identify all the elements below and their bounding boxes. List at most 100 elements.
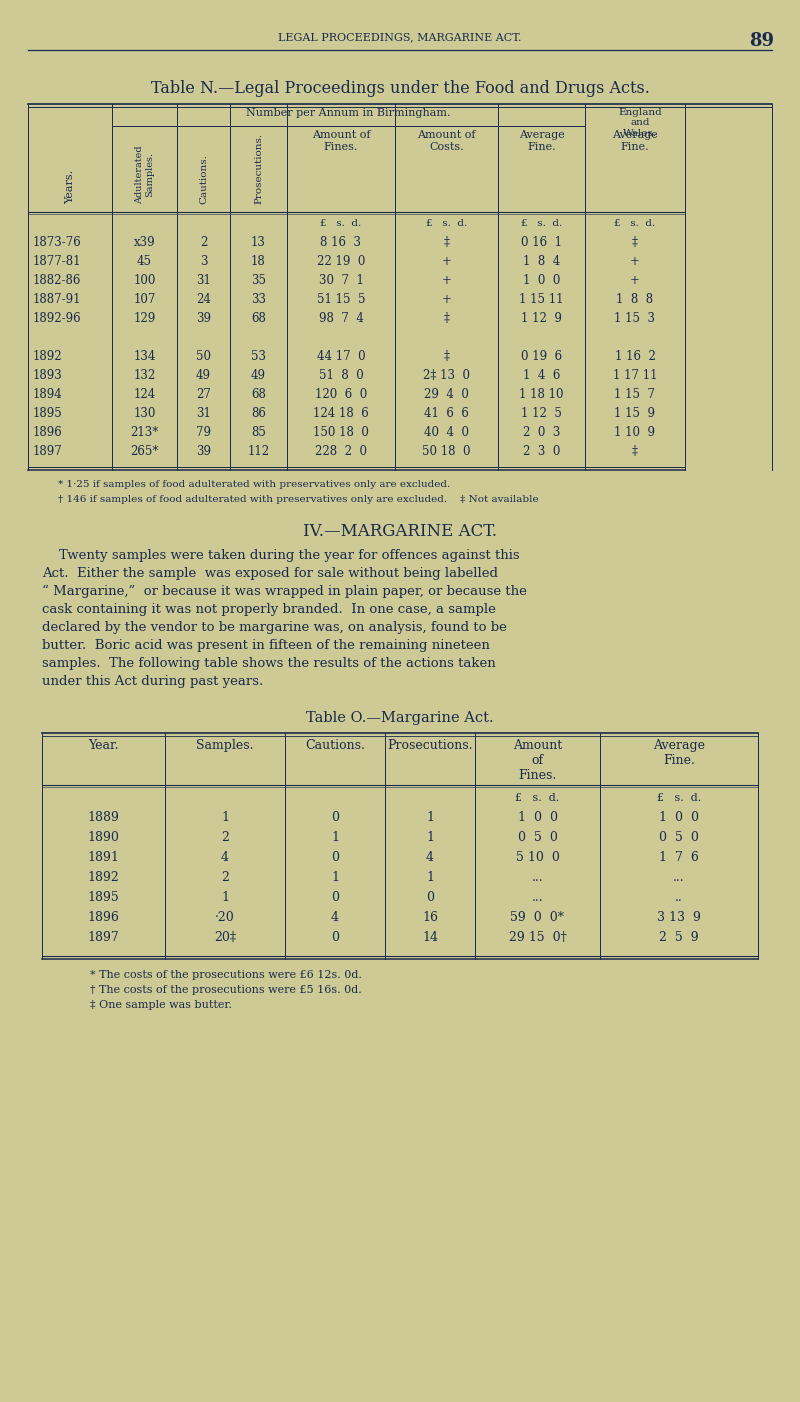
Text: 22 19  0: 22 19 0	[317, 255, 365, 268]
Text: 4: 4	[426, 851, 434, 864]
Text: 29  4  0: 29 4 0	[424, 388, 469, 401]
Text: 1  8  8: 1 8 8	[617, 293, 654, 306]
Text: 0  5  0: 0 5 0	[518, 831, 558, 844]
Text: 1  8  4: 1 8 4	[523, 255, 560, 268]
Text: 0: 0	[331, 810, 339, 824]
Text: 3 13  9: 3 13 9	[657, 911, 701, 924]
Text: 1: 1	[426, 810, 434, 824]
Text: 1 10  9: 1 10 9	[614, 426, 655, 439]
Text: ‡: ‡	[632, 236, 638, 250]
Text: ‡: ‡	[443, 350, 450, 363]
Text: x39: x39	[134, 236, 155, 250]
Text: 130: 130	[134, 407, 156, 421]
Text: 0 19  6: 0 19 6	[521, 350, 562, 363]
Text: 1 15 11: 1 15 11	[519, 293, 564, 306]
Text: 1 15  9: 1 15 9	[614, 407, 655, 421]
Text: 13: 13	[251, 236, 266, 250]
Text: 1 12  5: 1 12 5	[521, 407, 562, 421]
Text: £   s.  d.: £ s. d.	[521, 219, 562, 229]
Text: 45: 45	[137, 255, 152, 268]
Text: under this Act during past years.: under this Act during past years.	[42, 674, 263, 688]
Text: Samples.: Samples.	[196, 739, 254, 751]
Text: 89: 89	[750, 32, 774, 50]
Text: Prosecutions.: Prosecutions.	[254, 133, 263, 205]
Text: 1877-81: 1877-81	[33, 255, 82, 268]
Text: 44 17  0: 44 17 0	[317, 350, 366, 363]
Text: 1  0  0: 1 0 0	[518, 810, 558, 824]
Text: £   s.  d.: £ s. d.	[614, 219, 656, 229]
Text: 40  4  0: 40 4 0	[424, 426, 469, 439]
Text: ..: ..	[675, 892, 683, 904]
Text: 14: 14	[422, 931, 438, 944]
Text: 1873-76: 1873-76	[33, 236, 82, 250]
Text: 100: 100	[134, 273, 156, 287]
Text: 31: 31	[196, 407, 211, 421]
Text: Year.: Year.	[88, 739, 118, 751]
Text: 1895: 1895	[33, 407, 62, 421]
Text: Adulterated
Samples.: Adulterated Samples.	[134, 146, 154, 205]
Text: +: +	[630, 273, 640, 287]
Text: LEGAL PROCEEDINGS, MARGARINE ACT.: LEGAL PROCEEDINGS, MARGARINE ACT.	[278, 32, 522, 42]
Text: 0  5  0: 0 5 0	[659, 831, 699, 844]
Text: +: +	[630, 255, 640, 268]
Text: 107: 107	[134, 293, 156, 306]
Text: Average
Fine.: Average Fine.	[518, 130, 564, 151]
Text: 0 16  1: 0 16 1	[521, 236, 562, 250]
Text: * 1·25 if samples of food adulterated with preservatives only are excluded.: * 1·25 if samples of food adulterated wi…	[58, 479, 450, 489]
Text: 0: 0	[426, 892, 434, 904]
Text: 1: 1	[426, 871, 434, 885]
Text: † The costs of the prosecutions were £5 16s. 0d.: † The costs of the prosecutions were £5 …	[90, 986, 362, 995]
Text: Number per Annum in Birmingham.: Number per Annum in Birmingham.	[246, 108, 450, 118]
Text: 124: 124	[134, 388, 156, 401]
Text: 1 12  9: 1 12 9	[521, 313, 562, 325]
Text: Table N.—Legal Proceedings under the Food and Drugs Acts.: Table N.—Legal Proceedings under the Foo…	[150, 80, 650, 97]
Text: * The costs of the prosecutions were £6 12s. 0d.: * The costs of the prosecutions were £6 …	[90, 970, 362, 980]
Text: 1882-86: 1882-86	[33, 273, 82, 287]
Text: 2  5  9: 2 5 9	[659, 931, 699, 944]
Text: 4: 4	[331, 911, 339, 924]
Text: 1: 1	[221, 810, 229, 824]
Text: Prosecutions.: Prosecutions.	[387, 739, 473, 751]
Text: 49: 49	[251, 369, 266, 381]
Text: 53: 53	[251, 350, 266, 363]
Text: 1892: 1892	[33, 350, 62, 363]
Text: £   s.  d.: £ s. d.	[657, 794, 701, 803]
Text: Cautions.: Cautions.	[199, 154, 208, 205]
Text: ‡: ‡	[632, 444, 638, 458]
Text: 228  2  0: 228 2 0	[315, 444, 367, 458]
Text: 2‡ 13  0: 2‡ 13 0	[423, 369, 470, 381]
Text: ‡: ‡	[443, 236, 450, 250]
Text: 79: 79	[196, 426, 211, 439]
Text: 49: 49	[196, 369, 211, 381]
Text: 29 15  0†: 29 15 0†	[509, 931, 566, 944]
Text: £   s.  d.: £ s. d.	[515, 794, 560, 803]
Text: 2: 2	[221, 831, 229, 844]
Text: 0: 0	[331, 892, 339, 904]
Text: 1887-91: 1887-91	[33, 293, 82, 306]
Text: 8 16  3: 8 16 3	[321, 236, 362, 250]
Text: 20‡: 20‡	[214, 931, 236, 944]
Text: 1892: 1892	[88, 871, 119, 885]
Text: 0: 0	[331, 851, 339, 864]
Text: 33: 33	[251, 293, 266, 306]
Text: 1893: 1893	[33, 369, 62, 381]
Text: 35: 35	[251, 273, 266, 287]
Text: 86: 86	[251, 407, 266, 421]
Text: 1  0  0: 1 0 0	[659, 810, 699, 824]
Text: † 146 if samples of food adulterated with preservatives only are excluded.    ‡ : † 146 if samples of food adulterated wit…	[58, 495, 538, 503]
Text: 120  6  0: 120 6 0	[315, 388, 367, 401]
Text: 1890: 1890	[87, 831, 119, 844]
Text: 2: 2	[200, 236, 207, 250]
Text: 129: 129	[134, 313, 156, 325]
Text: IV.—MARGARINE ACT.: IV.—MARGARINE ACT.	[303, 523, 497, 540]
Text: 265*: 265*	[130, 444, 158, 458]
Text: Amount of
Costs.: Amount of Costs.	[418, 130, 476, 151]
Text: 1: 1	[331, 831, 339, 844]
Text: Amount
of
Fines.: Amount of Fines.	[513, 739, 562, 782]
Text: 1  7  6: 1 7 6	[659, 851, 699, 864]
Text: ...: ...	[532, 871, 543, 885]
Text: declared by the vendor to be margarine was, on analysis, found to be: declared by the vendor to be margarine w…	[42, 621, 507, 634]
Text: 50: 50	[196, 350, 211, 363]
Text: +: +	[442, 273, 451, 287]
Text: 4: 4	[221, 851, 229, 864]
